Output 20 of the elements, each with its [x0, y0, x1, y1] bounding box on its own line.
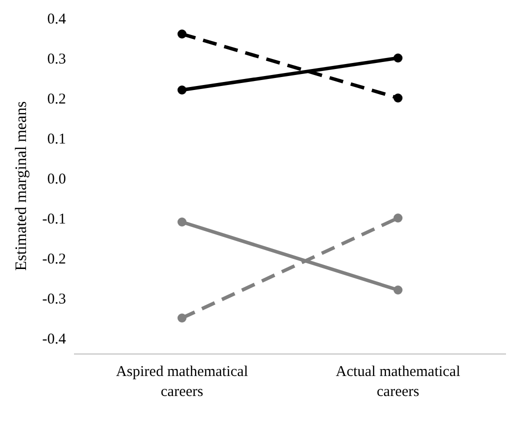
point [178, 30, 186, 38]
y-tick-label: -0.4 [42, 331, 66, 348]
y-tick-label: 0.4 [47, 11, 66, 28]
y-tick-label: 0.0 [47, 171, 66, 188]
point [394, 94, 402, 102]
y-tick-label: -0.2 [42, 251, 66, 268]
y-tick-label: -0.1 [42, 211, 66, 228]
point [178, 86, 186, 94]
y-tick-label: 0.1 [47, 131, 66, 148]
point [394, 214, 402, 222]
y-tick-label: -0.3 [42, 291, 66, 308]
point [178, 218, 186, 226]
y-tick-label: 0.2 [47, 91, 66, 108]
y-tick-label: 0.3 [47, 51, 66, 68]
point [394, 54, 402, 62]
y-axis-title: Estimated marginal means [13, 101, 30, 271]
point [178, 314, 186, 322]
x-tick-label: Actual mathematical careers [336, 364, 460, 400]
point [394, 286, 402, 294]
x-tick-label: Aspired mathematical careers [116, 364, 248, 400]
